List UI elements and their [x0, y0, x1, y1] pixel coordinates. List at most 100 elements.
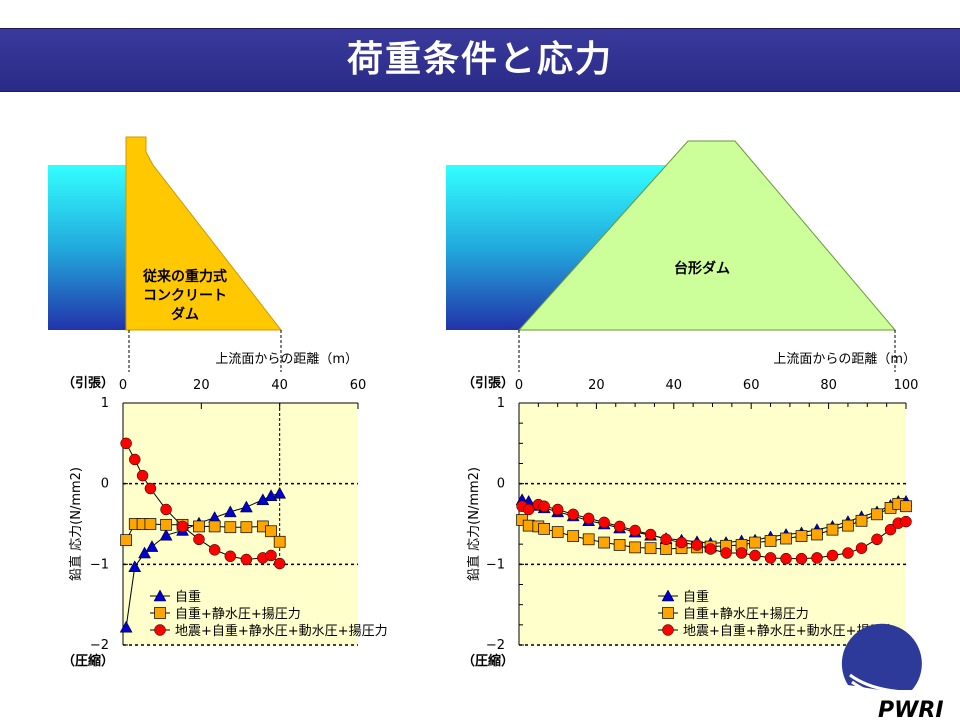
circle-marker: [644, 528, 657, 541]
triangle-marker: [159, 528, 173, 541]
square-marker: [842, 519, 854, 532]
circle-marker: [675, 536, 688, 549]
circle-marker: [871, 533, 883, 546]
circle-marker: [193, 533, 205, 546]
circle-marker: [826, 549, 839, 562]
triangle-marker: [661, 589, 675, 602]
legend-label: 自重+静水圧+揚圧力: [683, 606, 809, 622]
series-3: [120, 437, 286, 570]
dam-label-line2: コンクリート: [143, 288, 227, 304]
square-marker: [900, 500, 912, 513]
square-marker: [160, 518, 172, 531]
legend-label: 自重+静水圧+揚圧力: [175, 606, 301, 622]
dam-label-line3: ダム: [171, 306, 199, 323]
circle-marker: [522, 503, 535, 516]
chart-left: 上流面からの距離（m） （引張） （圧縮） 鉛直 応力(N/mm2) 0 20 40…: [62, 352, 388, 669]
triangle-marker: [239, 500, 253, 513]
chart-right: 上流面からの距離（m） （引張） （圧縮） 鉛直 応力(N/mm2) 0 20 40…: [462, 352, 918, 669]
series-2: [120, 518, 286, 548]
legend-label: 地震+自重+静水圧+動水圧+揚圧力: [683, 623, 896, 639]
x-tick-label: 20: [193, 378, 210, 393]
y-tick-label: −1: [486, 557, 505, 572]
gravity-dam-diagram: 従来の重力式 コンクリート ダム: [48, 136, 283, 372]
square-marker: [780, 532, 792, 545]
gravity-dam-body: [125, 136, 283, 331]
x-axis-title: 上流面からの距離（m）: [215, 352, 358, 367]
circle-marker: [811, 552, 823, 564]
reservoir-water: [48, 165, 126, 330]
tension-label: （引張）: [462, 375, 514, 391]
dam-label: 台形ダム: [674, 260, 730, 277]
x-tick-label: 40: [271, 378, 288, 393]
square-marker: [629, 541, 641, 554]
triangle-marker: [223, 505, 237, 518]
x-tick-label: 60: [743, 378, 760, 393]
square-marker: [598, 536, 610, 549]
circle-marker: [780, 552, 792, 565]
logo-text: PWRI: [878, 698, 944, 720]
circle-marker: [120, 437, 132, 450]
y-axis-title: 鉛直 応力(N/mm2): [467, 467, 482, 581]
square-marker: [551, 526, 564, 538]
circle-marker: [598, 516, 610, 529]
x-tick-label: 0: [515, 378, 523, 393]
x-tick-label: 60: [350, 378, 367, 393]
square-marker: [662, 607, 674, 619]
x-tick-label: 40: [666, 378, 683, 393]
triangle-marker: [119, 620, 133, 633]
square-marker: [826, 523, 839, 536]
square-marker: [193, 520, 205, 533]
x-tick-label: 100: [894, 378, 919, 393]
y-tick-label: −1: [90, 557, 109, 572]
circle-marker: [764, 552, 777, 564]
circle-marker: [136, 469, 149, 482]
square-marker: [538, 522, 551, 535]
square-marker: [240, 521, 253, 534]
compression-label: （圧縮）: [62, 653, 114, 669]
x-tick-label: 20: [588, 378, 605, 393]
square-marker: [567, 530, 580, 542]
y-tick-label: 1: [101, 396, 109, 411]
circle-marker: [720, 547, 732, 559]
y-tick-label: 1: [497, 396, 505, 411]
circle-marker: [660, 533, 672, 546]
circle-marker: [704, 543, 717, 555]
circle-marker: [662, 624, 674, 636]
triangle-marker: [145, 540, 159, 552]
y-axis-title: 鉛直 応力(N/mm2): [69, 467, 84, 581]
title-bar: 荷重条件と応力: [0, 28, 960, 92]
pwri-logo: PWRI: [841, 623, 944, 720]
circle-marker: [208, 544, 221, 556]
circle-marker: [154, 624, 166, 636]
dam-label-line1: 従来の重力式: [142, 268, 227, 285]
square-marker: [855, 514, 868, 527]
legend-label: 自重: [683, 589, 709, 605]
square-marker: [154, 607, 166, 619]
square-marker: [660, 543, 672, 555]
y-tick-label: 0: [101, 477, 109, 492]
legend-label: 地震+自重+静水圧+動水圧+揚圧力: [175, 623, 388, 639]
circle-marker: [884, 523, 897, 536]
circle-marker: [582, 512, 595, 525]
circle-marker: [129, 453, 141, 466]
circle-marker: [265, 549, 277, 562]
x-tick-label: 0: [119, 378, 127, 393]
circle-marker: [160, 503, 172, 516]
triangle-marker: [138, 546, 151, 559]
circle-marker: [240, 553, 253, 566]
circle-marker: [567, 508, 579, 521]
y-tick-label: −2: [486, 638, 505, 653]
circle-marker: [749, 549, 761, 562]
square-marker: [764, 535, 777, 547]
circle-marker: [842, 547, 854, 559]
circle-marker: [551, 503, 564, 516]
square-marker: [811, 528, 823, 541]
square-marker: [582, 533, 595, 546]
triangle-marker: [273, 486, 287, 499]
tension-label: （引張）: [62, 375, 114, 391]
y-tick-label: 0: [497, 477, 505, 492]
circle-marker: [224, 550, 237, 563]
page-title: 荷重条件と応力: [346, 39, 613, 80]
reservoir-water: [446, 165, 670, 330]
triangle-marker: [128, 560, 142, 573]
